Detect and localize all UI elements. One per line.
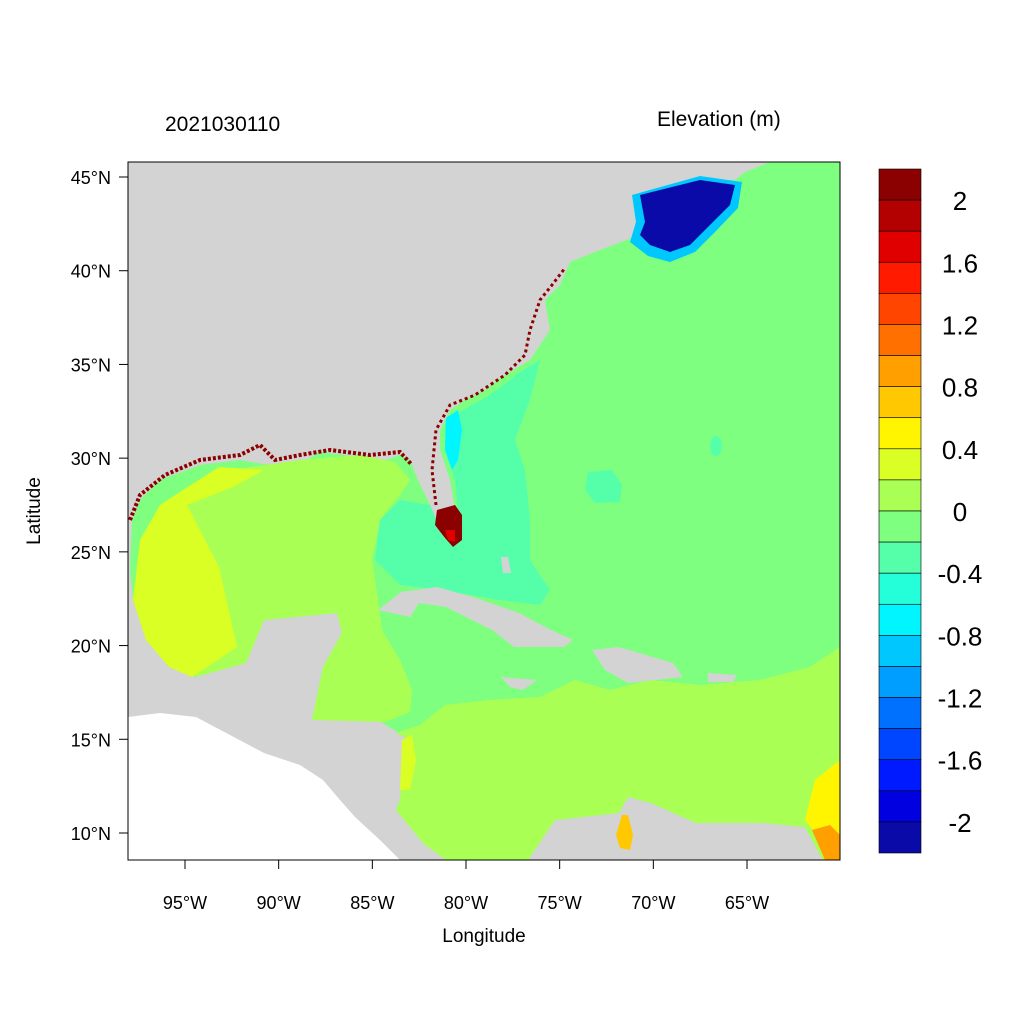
island-cuba xyxy=(378,587,573,647)
colorbar-swatch xyxy=(878,324,922,356)
axes: 95°W 90°W 85°W 80°W 75°W 70°W 65°W 45°N 40°N 35°N… xyxy=(71,168,769,913)
colorbar-swatch xyxy=(878,759,922,792)
y-tick-label: 20°N xyxy=(71,637,111,657)
island-hispaniola xyxy=(592,647,683,683)
y-tick-label: 25°N xyxy=(71,543,111,563)
y-tick-label: 15°N xyxy=(71,730,111,750)
gulf-of-maine-low xyxy=(640,180,735,252)
colorbar-swatch xyxy=(878,728,922,761)
ocean-teal-region xyxy=(375,360,550,605)
x-tick-label: 95°W xyxy=(163,893,207,913)
colorbar-label: 1.6 xyxy=(942,248,978,278)
ocean-cyan-coast xyxy=(445,410,462,470)
lake-maracaibo xyxy=(616,815,633,850)
colorbar-swatch xyxy=(878,261,922,294)
x-tick-label: 70°W xyxy=(631,893,675,913)
colorbar-label: -1.6 xyxy=(938,746,983,776)
gulf-coast-surge xyxy=(128,442,414,521)
colorbar-swatch xyxy=(878,635,922,667)
colorbar-swatch xyxy=(878,541,922,574)
colorbar-label: -0.8 xyxy=(938,621,983,651)
island-andros xyxy=(501,557,511,573)
colorbar-swatch xyxy=(878,168,922,201)
colorbar-label: 0.8 xyxy=(942,373,978,403)
y-tick-label: 10°N xyxy=(71,824,111,844)
colorbar-swatch xyxy=(878,230,922,263)
x-tick-label: 75°W xyxy=(538,893,582,913)
colorbar-swatch xyxy=(878,697,922,729)
ocean-teal-spot xyxy=(710,436,722,456)
colorbar-label: -1.2 xyxy=(938,684,983,714)
y-tick-label: 45°N xyxy=(71,168,111,188)
colorbar-swatch xyxy=(878,572,922,605)
colorbar-swatch xyxy=(878,510,922,543)
ocean-yellow-western-gulf xyxy=(133,467,264,677)
colorbar-swatch xyxy=(878,355,922,387)
colorbar-swatch xyxy=(878,821,922,854)
variable-title: Elevation (m) xyxy=(657,108,781,131)
ocean-lime-caribbean xyxy=(396,647,840,860)
ocean-yellow-nicaragua xyxy=(400,735,416,790)
ocean-orange-corner xyxy=(812,825,840,860)
colorbar-swatch xyxy=(878,293,922,325)
colorbar-label: 0.4 xyxy=(942,435,978,465)
colorbar-swatch xyxy=(878,448,922,481)
atlantic-coast-surge xyxy=(430,267,567,506)
colorbar-label: -0.4 xyxy=(938,559,983,589)
florida-red-tip xyxy=(445,530,455,542)
ocean-teal-patch xyxy=(585,470,622,503)
island-jamaica xyxy=(501,677,537,690)
colorbar-label: 2 xyxy=(953,186,967,216)
x-tick-label: 80°W xyxy=(444,893,488,913)
y-tick-label: 35°N xyxy=(71,355,111,375)
y-tick-label: 40°N xyxy=(71,262,111,282)
colorbar-swatch xyxy=(878,666,922,698)
island-puerto-rico xyxy=(708,673,737,682)
ocean-lime-gulf xyxy=(183,455,412,722)
colorbar-swatch xyxy=(878,479,922,512)
colorbar-label: 1.2 xyxy=(942,310,978,340)
x-tick-label: 85°W xyxy=(350,893,394,913)
colorbar-swatch xyxy=(878,417,922,450)
x-axis-label: Longitude xyxy=(442,926,526,947)
colorbar-label: 0 xyxy=(953,497,967,527)
colorbar-swatch xyxy=(878,603,922,636)
florida-high-water xyxy=(435,505,462,547)
plot-frame xyxy=(127,161,841,861)
colorbar-label: -2 xyxy=(948,808,971,838)
colorbar: 2 1.6 1.2 0.8 0.4 0 -0.4 -0.8 -1.2 -1.6 -2 xyxy=(878,168,983,854)
pacific-nodata xyxy=(128,713,400,860)
x-tick-label: 65°W xyxy=(725,893,769,913)
map-date-title: 2021030110 xyxy=(165,113,281,136)
y-tick-label: 30°N xyxy=(71,449,111,469)
colorbar-swatch xyxy=(878,790,922,823)
x-tick-label: 90°W xyxy=(257,893,301,913)
colorbar-swatch xyxy=(878,386,922,419)
map-field xyxy=(128,162,840,860)
colorbar-swatch xyxy=(878,199,922,232)
